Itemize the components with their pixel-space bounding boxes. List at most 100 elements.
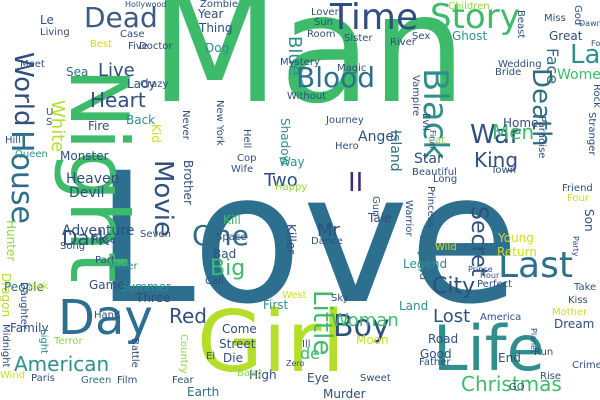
word-lost: Lost <box>433 306 471 327</box>
word-ill: Ill <box>302 339 311 350</box>
word-high: High <box>249 368 277 382</box>
word-el: El <box>206 351 216 362</box>
word-take: Take <box>574 282 597 293</box>
word-country: Country <box>178 334 189 374</box>
word-le: Le <box>40 13 54 27</box>
word-dog: Dog <box>205 41 230 55</box>
word-de: de <box>300 344 320 363</box>
word-u: U <box>46 107 54 118</box>
word-story: Story <box>430 0 520 37</box>
word-die: Die <box>223 351 243 365</box>
word-devil: Devil <box>69 185 105 201</box>
word-hour: Hour <box>480 271 500 280</box>
word-fire: Fire <box>88 119 110 133</box>
word-men: Men <box>492 120 535 144</box>
word-wild: Wild <box>435 242 457 253</box>
word-back: Back <box>126 113 156 127</box>
word-friend: Friend <box>562 183 593 194</box>
word-call: Call <box>205 276 224 287</box>
word-run: Run <box>534 347 554 358</box>
word-earth: Earth <box>187 385 220 399</box>
word-king: King <box>474 148 519 172</box>
word-movie: Movie <box>148 160 178 237</box>
word-five: Five <box>128 41 148 52</box>
word-ghost: Ghost <box>452 29 488 43</box>
word-dark: Dark <box>62 226 110 250</box>
word-america: America <box>480 312 522 323</box>
word-mother: Mother <box>552 307 588 318</box>
word-fear: Fear <box>172 375 194 386</box>
word-come: Come <box>222 322 257 336</box>
word-life: Life <box>433 312 545 385</box>
word-big: Big <box>210 256 246 281</box>
word-wife: Wife <box>231 164 254 175</box>
word-long: Long <box>433 174 458 185</box>
word-dance: Dance <box>311 236 343 247</box>
word-blue: Blue <box>284 36 305 76</box>
word-hand: Hand <box>94 310 121 321</box>
word-city: City <box>432 274 476 299</box>
word-man: Man <box>150 0 467 137</box>
word-cop: Cop <box>237 153 257 164</box>
word-fox: Fox <box>591 39 600 48</box>
word-hill: Hill <box>5 135 21 146</box>
word-magic: Magic <box>337 63 367 74</box>
word-dream: Dream <box>554 317 595 331</box>
word-midnight: Midnight <box>0 324 11 368</box>
word-eye: Eye <box>307 371 330 385</box>
word-good: Good <box>420 347 452 361</box>
word-planet: Planet <box>529 328 538 354</box>
word-live: Live <box>98 60 135 81</box>
word-legend: Legend <box>403 257 448 271</box>
word-cat: Cat <box>428 135 446 146</box>
word-heart: Heart <box>90 88 146 112</box>
word-way: Way <box>279 155 305 169</box>
word-murder: Murder <box>323 387 366 400</box>
word-daughter: Daughter <box>18 282 29 330</box>
word-s: S <box>46 117 53 128</box>
word-road: Road <box>428 332 459 346</box>
word-best: Best <box>90 39 113 50</box>
word-water: Water <box>108 261 138 272</box>
word-hell: Hell <box>241 129 252 149</box>
word-bride: Bride <box>495 67 522 78</box>
word-woman: Woman <box>331 310 399 331</box>
word-father: Father <box>419 357 451 368</box>
word-sun: Sun <box>314 17 334 28</box>
word-queen: Queen <box>15 149 48 160</box>
word-song: Song <box>60 241 86 252</box>
word-tale: Tale <box>368 211 392 225</box>
word-town: Town <box>491 165 517 176</box>
word-living: Living <box>40 27 70 38</box>
word-crime: Crime <box>572 360 600 371</box>
word-crazy: Crazy <box>140 79 169 90</box>
word-zero: Zero <box>286 359 305 368</box>
word-hero: Hero <box>335 141 359 152</box>
word-paris: Paris <box>31 373 55 384</box>
word-young: Young <box>498 231 534 245</box>
word-baby: Baby <box>237 368 263 379</box>
word-case: Case <box>120 29 145 40</box>
word-doctor: Doctor <box>139 41 173 52</box>
word-island: Island <box>387 130 403 172</box>
word-ii: II <box>348 168 364 198</box>
word-adventure: Adventure <box>62 223 135 239</box>
word-love: Love <box>95 135 520 344</box>
word-west: West <box>282 290 307 301</box>
word-children: Children <box>448 1 490 12</box>
word-hunter: Hunter <box>4 220 18 262</box>
word-jack: Jack <box>28 281 49 292</box>
word-sweet: Sweet <box>360 373 391 384</box>
word-return: Return <box>497 245 537 259</box>
word-sky: Sky <box>331 293 349 304</box>
word-wind: Wind <box>0 370 26 381</box>
word-son: Son <box>582 209 596 232</box>
word-day: Day <box>58 290 153 346</box>
word-beast: Beast <box>515 10 526 39</box>
word-year: Year <box>198 7 224 21</box>
word-face: Face <box>543 48 562 85</box>
word-killer: Killer <box>284 224 298 255</box>
word-great: Great <box>549 29 583 43</box>
word-moon: Moon <box>356 333 389 347</box>
